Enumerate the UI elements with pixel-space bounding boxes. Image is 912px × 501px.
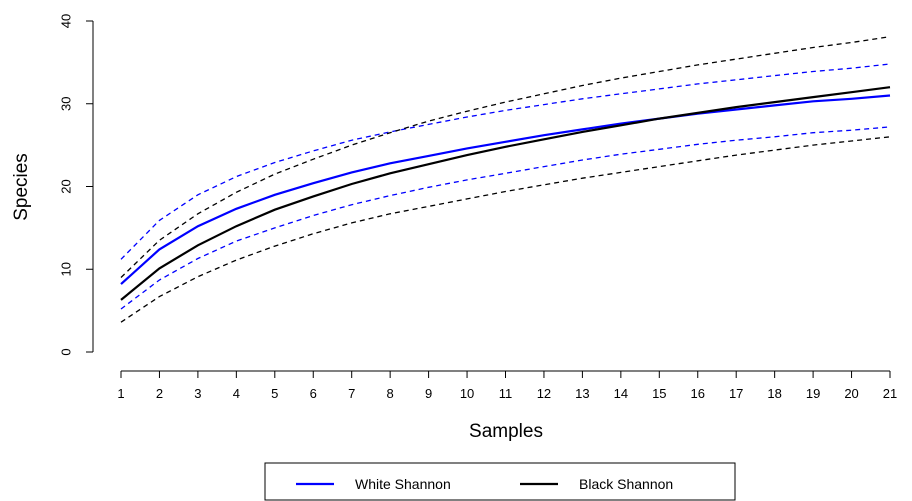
- x-tick-label: 14: [614, 386, 628, 401]
- x-tick-label: 17: [729, 386, 743, 401]
- series-white-shannon-line: [120, 94, 891, 285]
- legend-label-white-shannon: White Shannon: [355, 476, 451, 492]
- x-tick-label: 10: [460, 386, 474, 401]
- series-black-shannon-lower-bound: [120, 136, 891, 323]
- y-tick-label: 30: [58, 97, 73, 111]
- x-tick-label: 12: [537, 386, 551, 401]
- x-tick-label: 21: [883, 386, 897, 401]
- x-tick-label: 11: [499, 386, 513, 401]
- legend: White Shannon Black Shannon: [264, 462, 736, 501]
- x-tick-label: 9: [425, 386, 432, 401]
- x-tick-label: 8: [387, 386, 394, 401]
- y-axis-title: Species: [11, 153, 32, 221]
- x-tick-label: 1: [117, 386, 124, 401]
- x-tick-label: 4: [233, 386, 240, 401]
- y-tick-label: 20: [58, 179, 73, 193]
- series-black-shannon-upper-bound: [120, 36, 891, 278]
- x-tick-label: 20: [844, 386, 858, 401]
- x-tick-label: 18: [767, 386, 781, 401]
- x-tick-label: 13: [575, 386, 589, 401]
- legend-label-black-shannon: Black Shannon: [579, 476, 673, 492]
- x-tick-label: 19: [806, 386, 820, 401]
- x-tick-label: 6: [310, 386, 317, 401]
- x-tick-label: 16: [691, 386, 705, 401]
- series-black-shannon-line: [120, 86, 891, 301]
- y-tick-label: 10: [58, 262, 73, 276]
- plot-area: [120, 36, 891, 323]
- y-tick-label: 0: [58, 348, 73, 355]
- legend-box: [264, 462, 736, 501]
- series-white-shannon-lower-bound: [120, 126, 891, 310]
- x-tick-label: 2: [156, 386, 163, 401]
- x-tick-label: 15: [652, 386, 666, 401]
- x-axis: 1 2 3 4 5 6 7 8 9 10 11 12 13 14 15 16 17 18 19 20 21: [117, 370, 897, 401]
- x-tick-label: 3: [194, 386, 201, 401]
- x-axis-title: Samples: [469, 421, 543, 442]
- x-tick-label: 5: [271, 386, 278, 401]
- y-tick-label: 40: [58, 14, 73, 28]
- series-white-shannon-upper-bound: [120, 63, 891, 260]
- y-axis: 0 10 20 30 40: [58, 14, 94, 356]
- x-tick-label: 7: [348, 386, 355, 401]
